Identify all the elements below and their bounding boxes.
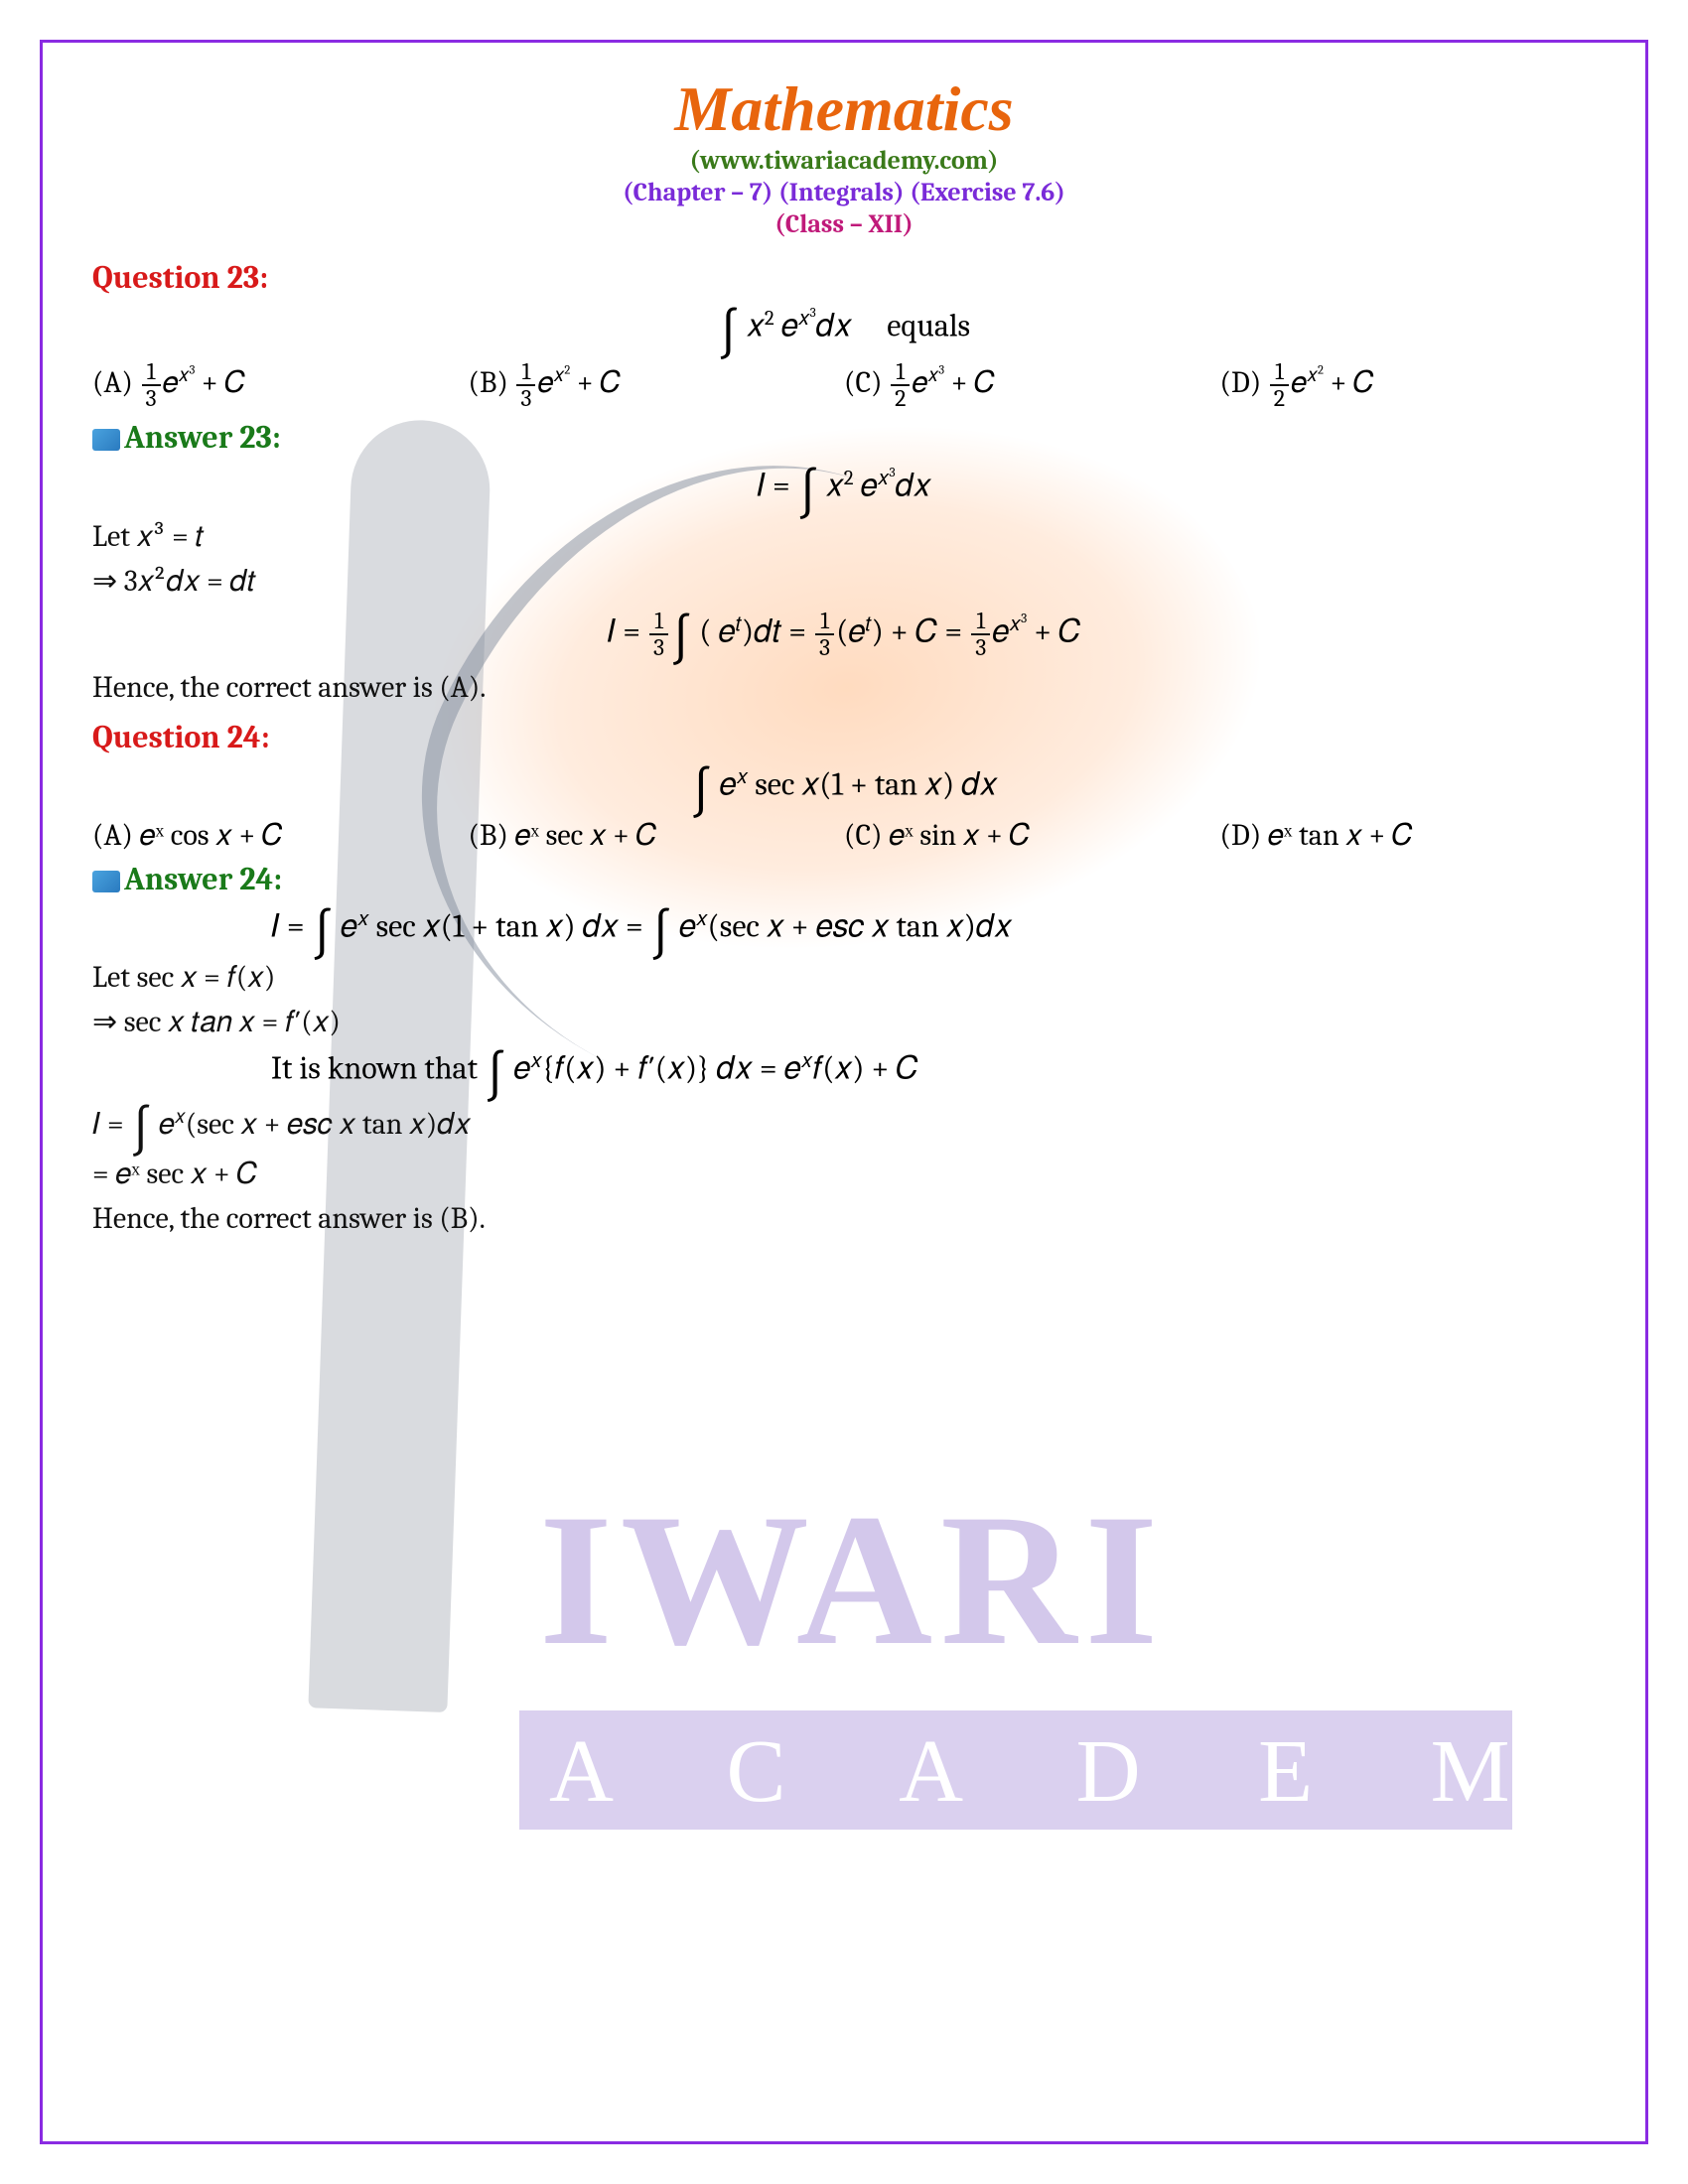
q23-integral: ∫ 𝑥2 𝑒𝑥3𝑑𝑥 equals <box>92 306 1596 349</box>
page-frame: IWARI A C A D E M Y Mathematics (www.tiw… <box>40 40 1648 2144</box>
class-line: (Class – XII) <box>92 209 1596 239</box>
q24-step3: ⇒ sec 𝑥 𝑡𝑎𝑛 𝑥 = 𝑓′(𝑥) <box>92 1005 1596 1039</box>
q23-option-b: (B) 13𝑒𝑥2 + 𝐶 <box>469 359 845 411</box>
content: Mathematics (www.tiwariacademy.com) (Cha… <box>92 72 1596 1236</box>
q24-step4: It is known that ∫ 𝑒𝑥{𝑓(𝑥) + 𝑓′(𝑥)} 𝑑𝑥 =… <box>92 1049 1596 1092</box>
answer-icon <box>92 429 120 451</box>
q24-options: (A) 𝑒ˣ cos 𝑥 + 𝐶 (B) 𝑒ˣ sec 𝑥 + 𝐶 (C) 𝑒ˣ… <box>92 818 1596 853</box>
q23-options: (A) 13𝑒𝑥3 + 𝐶 (B) 13𝑒𝑥2 + 𝐶 (C) 12𝑒𝑥3 + … <box>92 359 1596 411</box>
doc-header: Mathematics (www.tiwariacademy.com) (Cha… <box>92 72 1596 239</box>
answer-24-label: Answer 24: <box>92 861 1596 897</box>
site-url: (www.tiwariacademy.com) <box>92 146 1596 176</box>
q24-option-c: (C) 𝑒ˣ sin 𝑥 + 𝐶 <box>844 818 1220 853</box>
q23-equals: equals <box>887 308 970 344</box>
q23-conclusion: Hence, the correct answer is (A). <box>92 670 1596 705</box>
q24-integral: ∫ 𝑒𝑥 sec 𝑥(1 + tan 𝑥) 𝑑𝑥 <box>92 765 1596 808</box>
q23-step2: Let 𝑥³ = 𝑡 <box>92 519 1596 554</box>
q24-option-b: (B) 𝑒ˣ sec 𝑥 + 𝐶 <box>469 818 845 853</box>
page-title: Mathematics <box>92 72 1596 146</box>
q24-option-a: (A) 𝑒ˣ cos 𝑥 + 𝐶 <box>92 818 469 853</box>
q24-step5: 𝐼 = ∫ 𝑒𝑥(sec 𝑥 + 𝑒𝑠𝑐 𝑥 tan 𝑥)𝑑𝑥 <box>92 1102 1596 1147</box>
answer-23-label: Answer 23: <box>92 419 1596 456</box>
q23-option-d: (D) 12𝑒𝑥2 + 𝐶 <box>1220 359 1597 411</box>
q23-option-c: (C) 12𝑒𝑥3 + 𝐶 <box>844 359 1220 411</box>
q24-step2: Let sec 𝑥 = 𝑓(𝑥) <box>92 960 1596 995</box>
chapter-line: (Chapter – 7) (Integrals) (Exercise 7.6) <box>92 178 1596 207</box>
watermark-iwari: IWARI <box>539 1472 1166 1689</box>
question-23-label: Question 23: <box>92 259 1596 296</box>
answer-icon <box>92 871 120 892</box>
q24-step6: = 𝑒ˣ sec 𝑥 + 𝐶 <box>92 1157 1596 1191</box>
question-24-label: Question 24: <box>92 719 1596 755</box>
watermark-academy-bg <box>519 1710 1512 1830</box>
q24-option-d: (D) 𝑒ˣ tan 𝑥 + 𝐶 <box>1220 818 1597 853</box>
q24-conclusion: Hence, the correct answer is (B). <box>92 1201 1596 1236</box>
q23-option-a: (A) 13𝑒𝑥3 + 𝐶 <box>92 359 469 411</box>
q23-step3: ⇒ 3𝑥²𝑑𝑥 = 𝑑𝑡 <box>92 564 1596 599</box>
q23-step4: 𝐼 = 13∫ ( 𝑒𝑡)𝑑𝑡 = 13(𝑒𝑡) + 𝐶 = 13𝑒𝑥3 + 𝐶 <box>92 609 1596 660</box>
watermark-academy: A C A D E M Y <box>549 1720 1645 1925</box>
q24-step1: 𝐼 = ∫ 𝑒𝑥 sec 𝑥(1 + tan 𝑥) 𝑑𝑥 = ∫ 𝑒𝑥(sec … <box>92 907 1596 950</box>
q23-step1: 𝐼 = ∫ 𝑥2 𝑒𝑥3𝑑𝑥 <box>92 466 1596 509</box>
